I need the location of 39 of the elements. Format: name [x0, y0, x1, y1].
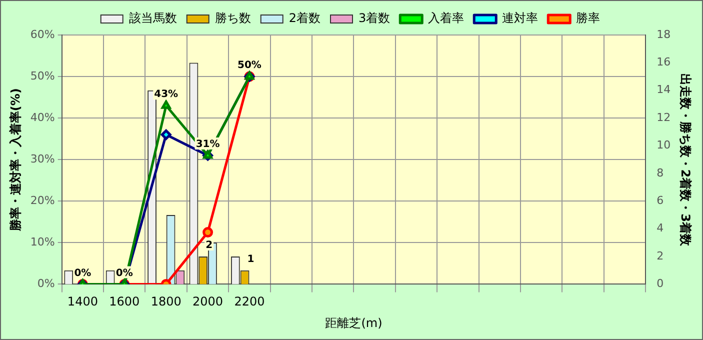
y2-tick-label: 8	[656, 166, 664, 180]
y-tick-label: 0%	[37, 277, 55, 290]
x-tick-label: 1600	[109, 294, 140, 309]
y2-tick-label: 6	[656, 194, 664, 207]
y-tick-label: 10%	[30, 236, 55, 249]
x-tick-label: 1400	[67, 294, 98, 309]
data-label: 0%	[74, 268, 92, 279]
y2-tick-label: 4	[656, 222, 664, 235]
legend-label: 連対率	[502, 11, 538, 26]
y-tick-label: 60%	[30, 28, 55, 41]
y2-tick-label: 0	[656, 277, 664, 290]
y-tick-label: 20%	[30, 194, 55, 207]
y-axis-title: 勝率・連対率・入着率(%)	[8, 88, 22, 232]
data-label: 2	[206, 240, 213, 252]
legend-label: 勝率	[576, 11, 600, 26]
y-tick-label: 50%	[30, 69, 55, 82]
y-tick-label: 30%	[30, 152, 55, 166]
y2-tick-label: 2	[656, 249, 664, 262]
legend-label: 入着率	[428, 11, 464, 26]
data-label: 0%	[116, 268, 133, 279]
x-tick-label: 1800	[150, 294, 182, 309]
data-label: 43%	[154, 89, 178, 100]
data-label: 50%	[238, 60, 262, 72]
legend-label: 勝ち数	[214, 11, 251, 26]
y-tick-label: 40%	[30, 110, 55, 124]
legend-label: 2着数	[288, 11, 321, 26]
y2-tick-label: 18	[656, 28, 671, 41]
data-label: 1	[247, 254, 254, 265]
x-tick-label: 2200	[234, 294, 265, 309]
data-label: 31%	[196, 139, 220, 150]
legend-label: 該当馬数	[128, 11, 177, 26]
y2-axis-title: 出走数・勝ち数・2着数・3着数	[678, 73, 693, 247]
y2-tick-label: 14	[656, 83, 671, 96]
y2-tick-label: 16	[656, 56, 671, 69]
legend-label: 3着数	[358, 11, 390, 26]
y2-tick-label: 12	[656, 110, 671, 124]
x-tick-label: 2000	[192, 294, 224, 309]
x-axis-title: 距離芝(m)	[325, 316, 382, 330]
y2-tick-label: 10	[656, 138, 671, 152]
